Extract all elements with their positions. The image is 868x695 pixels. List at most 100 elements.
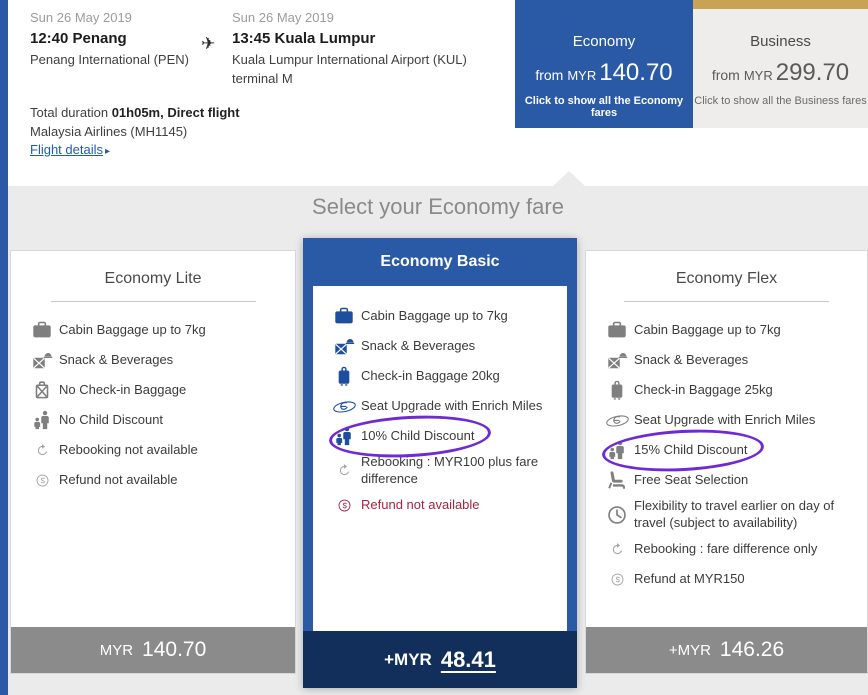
feature-label-circled: 15% Child Discount (634, 441, 748, 457)
departure-segment: Sun 26 May 2019 12:40 Penang Penang Inte… (30, 10, 200, 70)
feature-refund: Refund not available (327, 494, 559, 518)
feature-label: Snack & Beverages (59, 351, 174, 367)
enrich-icon (327, 396, 361, 417)
feature-label: Snack & Beverages (634, 351, 749, 367)
caret-right-icon: ▸ (104, 146, 111, 157)
cabin-baggage-icon (327, 305, 361, 327)
feature-label-circled: 10% Child Discount (361, 427, 475, 443)
enrich-icon (600, 410, 634, 431)
departure-airport: Penang International (PEN) (30, 52, 189, 67)
arrival-airport: Kuala Lumpur International Airport (KUL)… (232, 52, 467, 86)
seat-icon (600, 469, 634, 491)
price-currency: +MYR (384, 649, 432, 669)
no-checkin-baggage-icon (25, 379, 59, 401)
select-economy-lite-price-button[interactable]: MYR 140.70 (11, 627, 295, 673)
tab-price: from MYR 140.70 (535, 59, 673, 86)
feature-refund: Refund at MYR150 (600, 568, 859, 592)
departure-time: 12:40 (30, 30, 69, 47)
tab-business[interactable]: Business from MYR 299.70 Click to show all… (693, 0, 868, 128)
checkin-baggage-icon (327, 365, 361, 387)
left-accent-bar (0, 0, 8, 695)
feature-label: Check-in Baggage 20kg (361, 367, 500, 383)
feature-rebooking: Rebooking not available (25, 438, 287, 462)
cabin-baggage-icon (600, 319, 634, 341)
feature-label: Free Seat Selection (634, 471, 749, 487)
feature-label: Cabin Baggage up to 7kg (59, 321, 206, 337)
feature-cabin-baggage: Cabin Baggage up to 7kg (600, 318, 859, 342)
feature-cabin-baggage: Cabin Baggage up to 7kg (25, 318, 287, 342)
feature-child-discount: 10% Child Discount (327, 424, 559, 448)
price-currency: +MYR (668, 641, 711, 659)
tab-hint: Click to show all the Economy fares (524, 95, 684, 119)
divider (50, 301, 256, 302)
feature-label: Snack & Beverages (361, 337, 476, 353)
feature-label: Rebooking : fare difference only (634, 541, 818, 557)
arrival-city: Kuala Lumpur (274, 30, 376, 47)
duration-label: Total duration (30, 105, 109, 120)
rebooking-icon (327, 463, 361, 478)
feature-rebooking: Rebooking : fare difference only (600, 538, 859, 562)
feature-enrich: Seat Upgrade with Enrich Miles (327, 394, 559, 418)
rebooking-icon (25, 443, 59, 458)
feature-cabin-baggage: Cabin Baggage up to 7kg (327, 304, 559, 328)
tab-economy[interactable]: Economy from MYR 140.70 Click to show all … (515, 0, 693, 128)
checkin-baggage-icon (600, 379, 634, 401)
feature-list: Cabin Baggage up to 7kg Snack & Beverages… (11, 318, 295, 492)
total-duration: Total duration 01h05m, Direct flight (30, 105, 240, 120)
feature-label: Rebooking : MYR100 plus fare difference (361, 454, 539, 486)
airline-flight-number: Malaysia Airlines (MH1145) (30, 124, 188, 139)
feature-meal: Snack & Beverages (600, 348, 859, 372)
departure-city: Penang (72, 30, 127, 47)
feature-label: Refund not available (361, 497, 480, 513)
clock-icon (600, 504, 634, 526)
fare-card-body: Cabin Baggage up to 7kg Snack & Beverages… (313, 286, 567, 631)
price-amount: 140.70 (142, 638, 207, 661)
rebooking-icon (600, 542, 634, 557)
feature-label: No Child Discount (59, 411, 164, 427)
departure-time-city: 12:40 Penang (30, 30, 200, 47)
fare-card-title: Economy Flex (675, 270, 778, 287)
arrival-date: Sun 26 May 2019 (232, 10, 334, 25)
feature-label: Check-in Baggage 25kg (634, 381, 773, 397)
feature-checkin-baggage: Check-in Baggage 25kg (600, 378, 859, 402)
departure-date: Sun 26 May 2019 (30, 10, 132, 25)
feature-seat: Free Seat Selection (600, 468, 859, 492)
meal-icon (600, 349, 634, 371)
child-discount-icon (25, 409, 59, 431)
feature-label: Cabin Baggage up to 7kg (634, 321, 781, 337)
section-title: Select your Economy fare (312, 194, 564, 219)
feature-label: Seat Upgrade with Enrich Miles (361, 397, 543, 413)
select-economy-flex-price-button[interactable]: +MYR 146.26 (586, 627, 867, 673)
cabin-baggage-icon (25, 319, 59, 341)
select-economy-basic-price-button[interactable]: +MYR 48.41 (303, 631, 577, 688)
tab-label: Business (750, 33, 811, 50)
refund-icon (600, 572, 634, 587)
price-currency: MYR (99, 641, 134, 659)
price-amount: 48.41 (440, 646, 496, 672)
divider (624, 301, 829, 302)
arrival-time: 13:45 (232, 30, 271, 47)
feature-checkin-baggage: Check-in Baggage 20kg (327, 364, 559, 388)
feature-label: Cabin Baggage up to 7kg (361, 307, 508, 323)
feature-label: Flexibility to travel earlier on day of … (634, 498, 835, 530)
plane-icon: ✈ (201, 34, 216, 54)
child-discount-icon (600, 439, 634, 461)
fare-card-economy-flex[interactable]: Economy Flex Cabin Baggage up to 7kg Snac… (585, 250, 868, 674)
feature-child-discount: No Child Discount (25, 408, 287, 432)
feature-label: Refund at MYR150 (634, 571, 745, 587)
arrival-time-city: 13:45 Kuala Lumpur (232, 30, 484, 47)
duration-value: 01h05m, Direct flight (111, 105, 240, 120)
tab-price: from MYR 299.70 (711, 59, 850, 86)
flight-details-link[interactable]: Flight details ▸ (30, 142, 111, 157)
fare-card-economy-lite[interactable]: Economy Lite Cabin Baggage up to 7kg Snac… (10, 250, 296, 674)
feature-meal: Snack & Beverages (327, 334, 559, 358)
fare-card-economy-basic[interactable]: Economy Basic Cabin Baggage up to 7kg Sna… (303, 238, 577, 688)
feature-list: Cabin Baggage up to 7kg Snack & Beverages… (313, 304, 567, 518)
flight-summary-header: Sun 26 May 2019 12:40 Penang Penang Inte… (8, 0, 868, 186)
feature-label: Refund not available (59, 471, 178, 487)
refund-icon (25, 473, 59, 488)
feature-child-discount: 15% Child Discount (600, 438, 859, 462)
feature-meal: Snack & Beverages (25, 348, 287, 372)
feature-rebooking: Rebooking : MYR100 plus fare difference (327, 454, 559, 488)
pointer-notch (553, 171, 585, 186)
